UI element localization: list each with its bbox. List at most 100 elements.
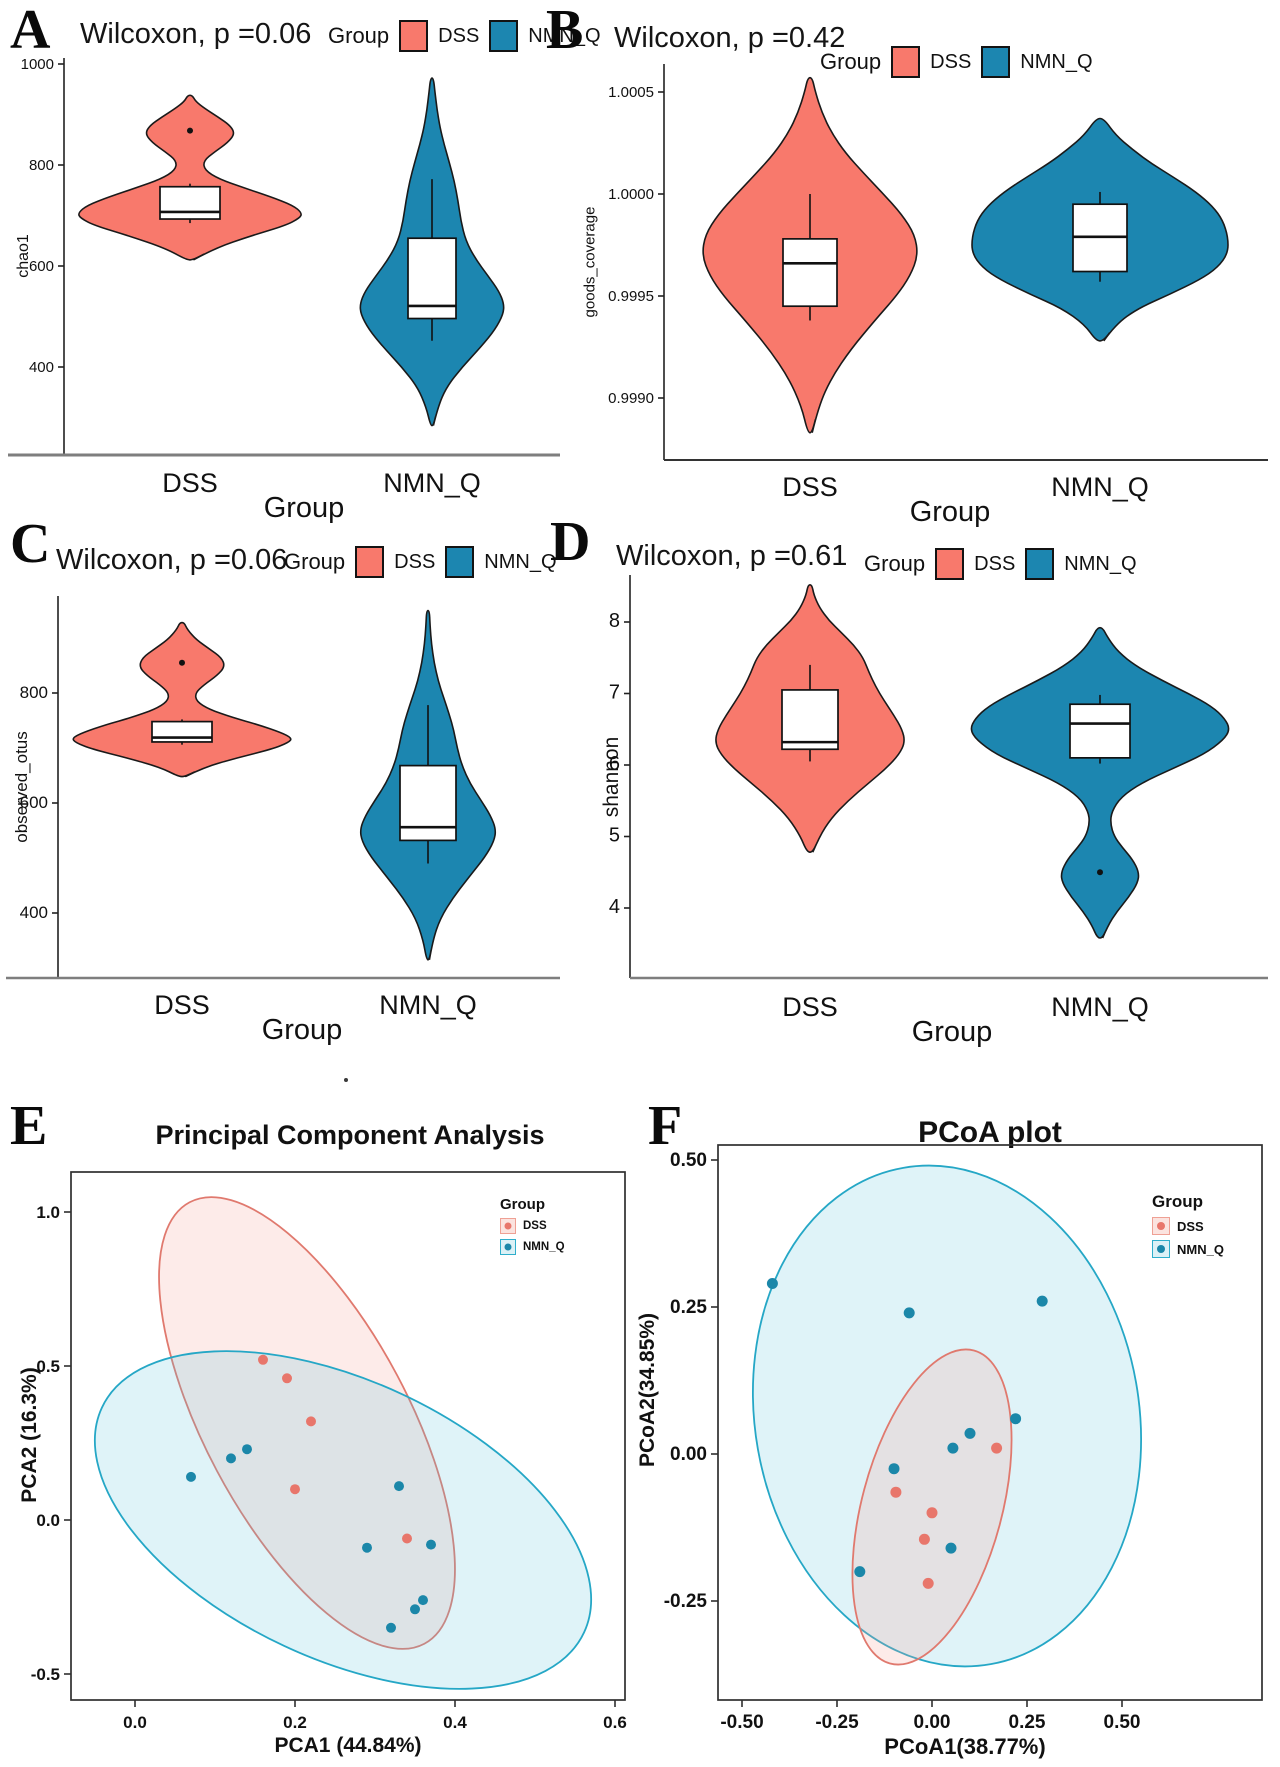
y-tick-label: 4 [609,896,620,918]
y-tick-label: 5 [609,825,620,847]
legend-item-dss: DSS [1152,1217,1224,1235]
scatter-point-nmn_q [945,1542,957,1554]
panel-a-title: Wilcoxon, p =0.06 [80,18,312,50]
panel-c-plot: 800 600 400 [6,596,560,980]
legend-swatch-nmnq [981,46,1011,78]
legend-swatch-dss [355,546,385,578]
legend-swatch-dss [1152,1217,1170,1235]
panel-e-plot: 0.0 0.2 0.4 0.6 1.0 0.5 0.0 -0.5 [31,1171,627,1732]
panel-f-legend: Group DSS NMN_Q [1152,1192,1224,1258]
scatter-point-nmn_q [903,1307,915,1319]
scatter-point-nmn_q [888,1463,900,1475]
panel-c-ylabel: observed_otus [12,731,31,843]
x-tick-label: 0.25 [1009,1712,1046,1733]
panel-d-title: Wilcoxon, p =0.61 [616,540,848,572]
legend-title: Group [1152,1192,1203,1211]
scatter-point-nmn_q [242,1444,252,1455]
confidence-ellipse [93,1350,593,1690]
legend-title: Group [500,1196,545,1213]
panel-a-xlabel: Group [263,492,345,524]
panel-a-ylabel: chao1 [15,234,32,278]
ellipse-nmn_q [93,1350,593,1690]
y-tick-label: 0.5 [36,1357,60,1376]
scatter-point-dss [890,1486,902,1498]
panel-a-plot: 1000 800 600 400 [8,56,560,457]
scatter-point-dss [402,1533,412,1544]
panel-d-xlabel: Group [911,1016,993,1048]
panel-a-cat-dss: DSS [162,468,218,498]
panel-f-letter: F [648,1095,683,1157]
x-tick-label: -0.50 [720,1712,763,1733]
scatter-point-dss [991,1442,1003,1454]
panel-a-letter: A [10,0,51,61]
panel-b-xlabel: Group [909,496,991,528]
box-dss [151,720,213,743]
scatter-point-nmn_q [766,1278,778,1289]
scatter-point-dss [290,1484,300,1495]
panel-d-ylabel: shannon [600,736,623,818]
legend-label-dss: DSS [974,552,1016,575]
scatter-point-dss [258,1354,268,1365]
y-tick-label: -0.5 [31,1665,60,1684]
legend-label-nmnq: NMN_Q [1020,50,1093,73]
y-tick-label: 400 [29,359,54,376]
legend-label-dss: DSS [930,50,972,73]
panel-d-cat-nmnq: NMN_Q [1051,992,1149,1022]
legend-title: Group [328,23,390,48]
legend-title: Group [284,549,346,574]
y-tick-label: 400 [20,903,48,922]
y-tick-label: 0.9990 [608,390,654,407]
legend-swatch-nmnq [445,546,475,578]
panel-b-ylabel: goods_coverage [581,206,599,318]
y-tick-label: 1.0005 [608,84,654,101]
legend-swatch-nmnq [500,1239,516,1255]
panel-e-letter: E [10,1095,48,1157]
panel-c-cat-dss: DSS [154,990,210,1020]
confidence-ellipse [752,1164,1142,1668]
scatter-point-nmn_q [394,1481,404,1492]
legend-label-nmnq: NMN_Q [484,550,557,573]
scatter-point-nmn_q [226,1453,236,1464]
scatter-point-dss [926,1507,938,1519]
box-dss [159,185,221,220]
panel-c-title: Wilcoxon, p =0.06 [56,544,288,576]
panel-b-title: Wilcoxon, p =0.42 [614,22,846,54]
panel-d-plot: 8 7 6 5 4 [609,575,1268,980]
panel-e-ylabel: PCA2 (16.3%) [18,1367,41,1503]
x-tick-label: 0.00 [914,1712,951,1733]
panel-a-cat-nmnq: NMN_Q [383,468,481,498]
y-tick-label: 800 [20,683,48,702]
legend-label-nmnq: NMN_Q [1177,1241,1224,1257]
legend-swatch-nmnq [1152,1240,1170,1258]
x-tick-label: -0.25 [815,1712,859,1733]
panel-d-cat-dss: DSS [782,992,838,1022]
outlier-point [1097,869,1103,876]
violin-dss [72,621,292,778]
scatter-point-dss [918,1533,930,1545]
panel-c-letter: C [10,513,51,575]
box-dss [782,238,838,308]
y-tick-label: 0.0 [36,1511,60,1530]
legend-swatch-dss [500,1218,516,1234]
y-tick-label: 7 [609,682,620,704]
scatter-point-nmn_q [418,1595,428,1606]
legend-item-dss: DSS [500,1218,565,1234]
legend-title: Group [820,49,882,74]
outlier-point [187,127,193,134]
panel-b-letter: B [546,0,584,61]
scatter-point-nmn_q [410,1604,420,1615]
y-tick-label: 0.00 [670,1444,707,1465]
panel-c-legend: Group DSS NMN_Q [284,546,557,578]
legend-item-nmnq: NMN_Q [1152,1240,1224,1258]
panel-f-ylabel: PCoA2(34.85%) [636,1312,659,1468]
panel-f-plot: -0.50 -0.25 0.00 0.25 0.50 0.50 0.25 0.00 -0.25 [664,1144,1263,1733]
box-nmn_q [399,764,457,842]
y-tick-label: 0.9995 [608,288,654,305]
scatter-point-nmn_q [426,1539,436,1550]
legend-swatch-dss [891,46,921,78]
outlier-point [179,659,185,666]
x-tick-label: 0.6 [603,1713,627,1732]
scatter-point-nmn_q [964,1427,976,1439]
panel-b-legend: Group DSS NMN_Q [820,46,1093,78]
